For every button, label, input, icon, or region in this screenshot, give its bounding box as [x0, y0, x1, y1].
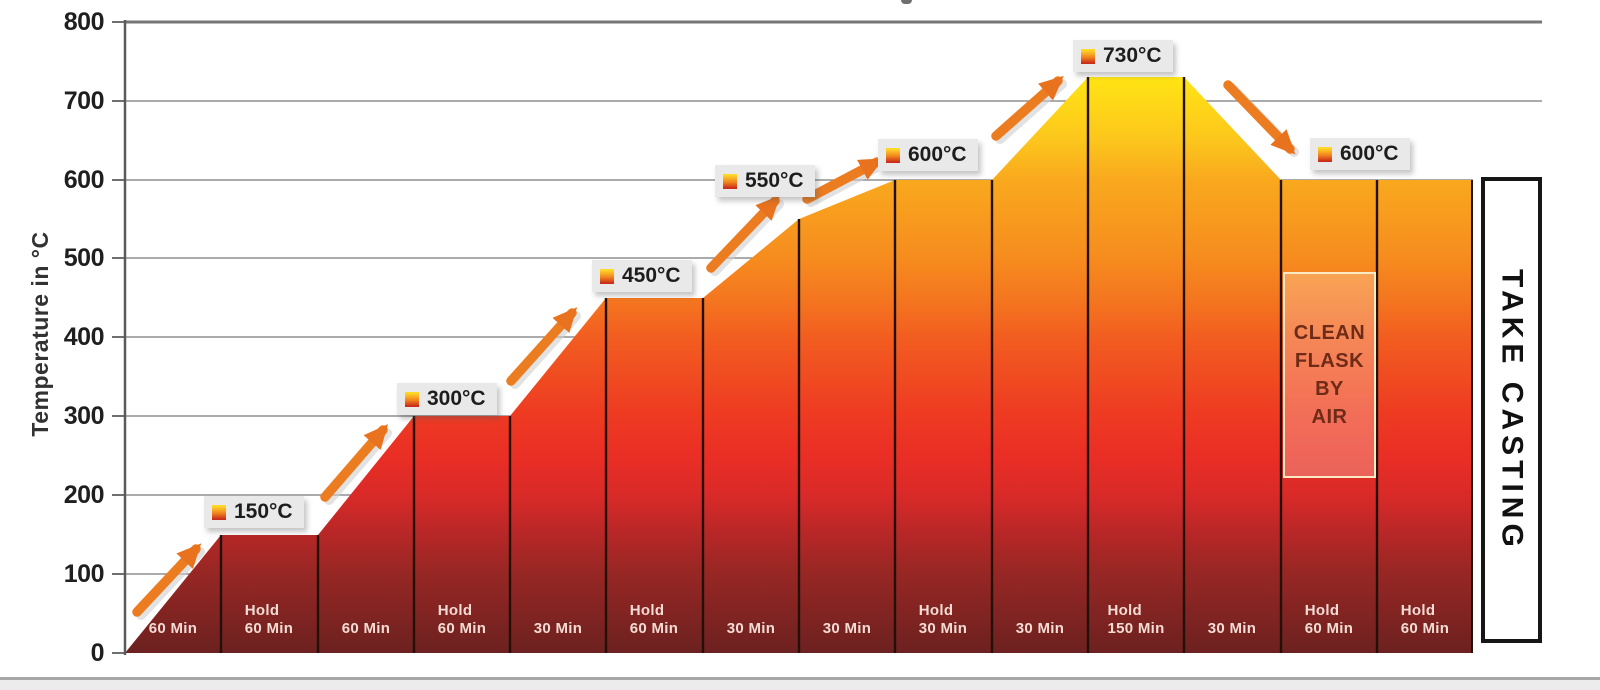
segment-label-8: 30 Min — [822, 620, 872, 637]
segment-label-3: 60 Min — [341, 620, 391, 637]
segment-label-11: Hold 150 Min — [1107, 602, 1165, 637]
gradient-square-icon — [405, 391, 419, 407]
clean-flask-by-air-box: CLEAN FLASK BY AIR — [1283, 272, 1376, 478]
temp-label-600a: 600°C — [878, 139, 978, 171]
temp-label-600b: 600°C — [1310, 138, 1410, 170]
y-tick-500: 500 — [63, 244, 105, 272]
segment-label-2: Hold 60 Min — [244, 602, 294, 637]
temp-label-150: 150°C — [204, 496, 304, 528]
segment-label-13: Hold 60 Min — [1304, 602, 1354, 637]
segment-dividers — [219, 77, 1473, 653]
y-axis-ticks — [112, 21, 126, 654]
segment-label-14: Hold 60 Min — [1400, 602, 1450, 637]
y-tick-0: 0 — [90, 639, 105, 667]
gradient-square-icon — [886, 147, 900, 163]
gradient-square-icon — [1081, 48, 1095, 64]
take-casting-box: TAKE CASTING — [1481, 177, 1542, 643]
gradient-square-icon — [600, 268, 614, 284]
temp-label-450: 450°C — [592, 260, 692, 292]
ramp-arrows — [132, 75, 1296, 617]
y-tick-600: 600 — [63, 166, 105, 194]
segment-label-1: 60 Min — [148, 620, 198, 637]
y-tick-300: 300 — [63, 402, 105, 430]
segment-label-10: 30 Min — [1015, 620, 1065, 637]
gradient-square-icon — [212, 504, 226, 520]
bottom-divider-line — [0, 677, 1600, 680]
gradient-square-icon — [1318, 146, 1332, 162]
y-tick-400: 400 — [63, 323, 105, 351]
y-tick-100: 100 — [63, 560, 105, 588]
bottom-gray-strip — [0, 680, 1600, 690]
segment-label-9: Hold 30 Min — [918, 602, 968, 637]
segment-label-6: Hold 60 Min — [629, 602, 679, 637]
gradient-square-icon — [723, 173, 737, 189]
segment-label-7: 30 Min — [726, 620, 776, 637]
temp-label-300: 300°C — [397, 383, 497, 415]
temp-label-550: 550°C — [715, 165, 815, 197]
y-tick-800: 800 — [63, 8, 105, 36]
y-tick-200: 200 — [63, 481, 105, 509]
segment-label-5: 30 Min — [533, 620, 583, 637]
y-tick-700: 700 — [63, 87, 105, 115]
cropped-title-remnant — [901, 0, 912, 4]
temp-label-730: 730°C — [1073, 40, 1173, 72]
segment-label-12: 30 Min — [1207, 620, 1257, 637]
segment-label-4: Hold 60 Min — [437, 602, 487, 637]
